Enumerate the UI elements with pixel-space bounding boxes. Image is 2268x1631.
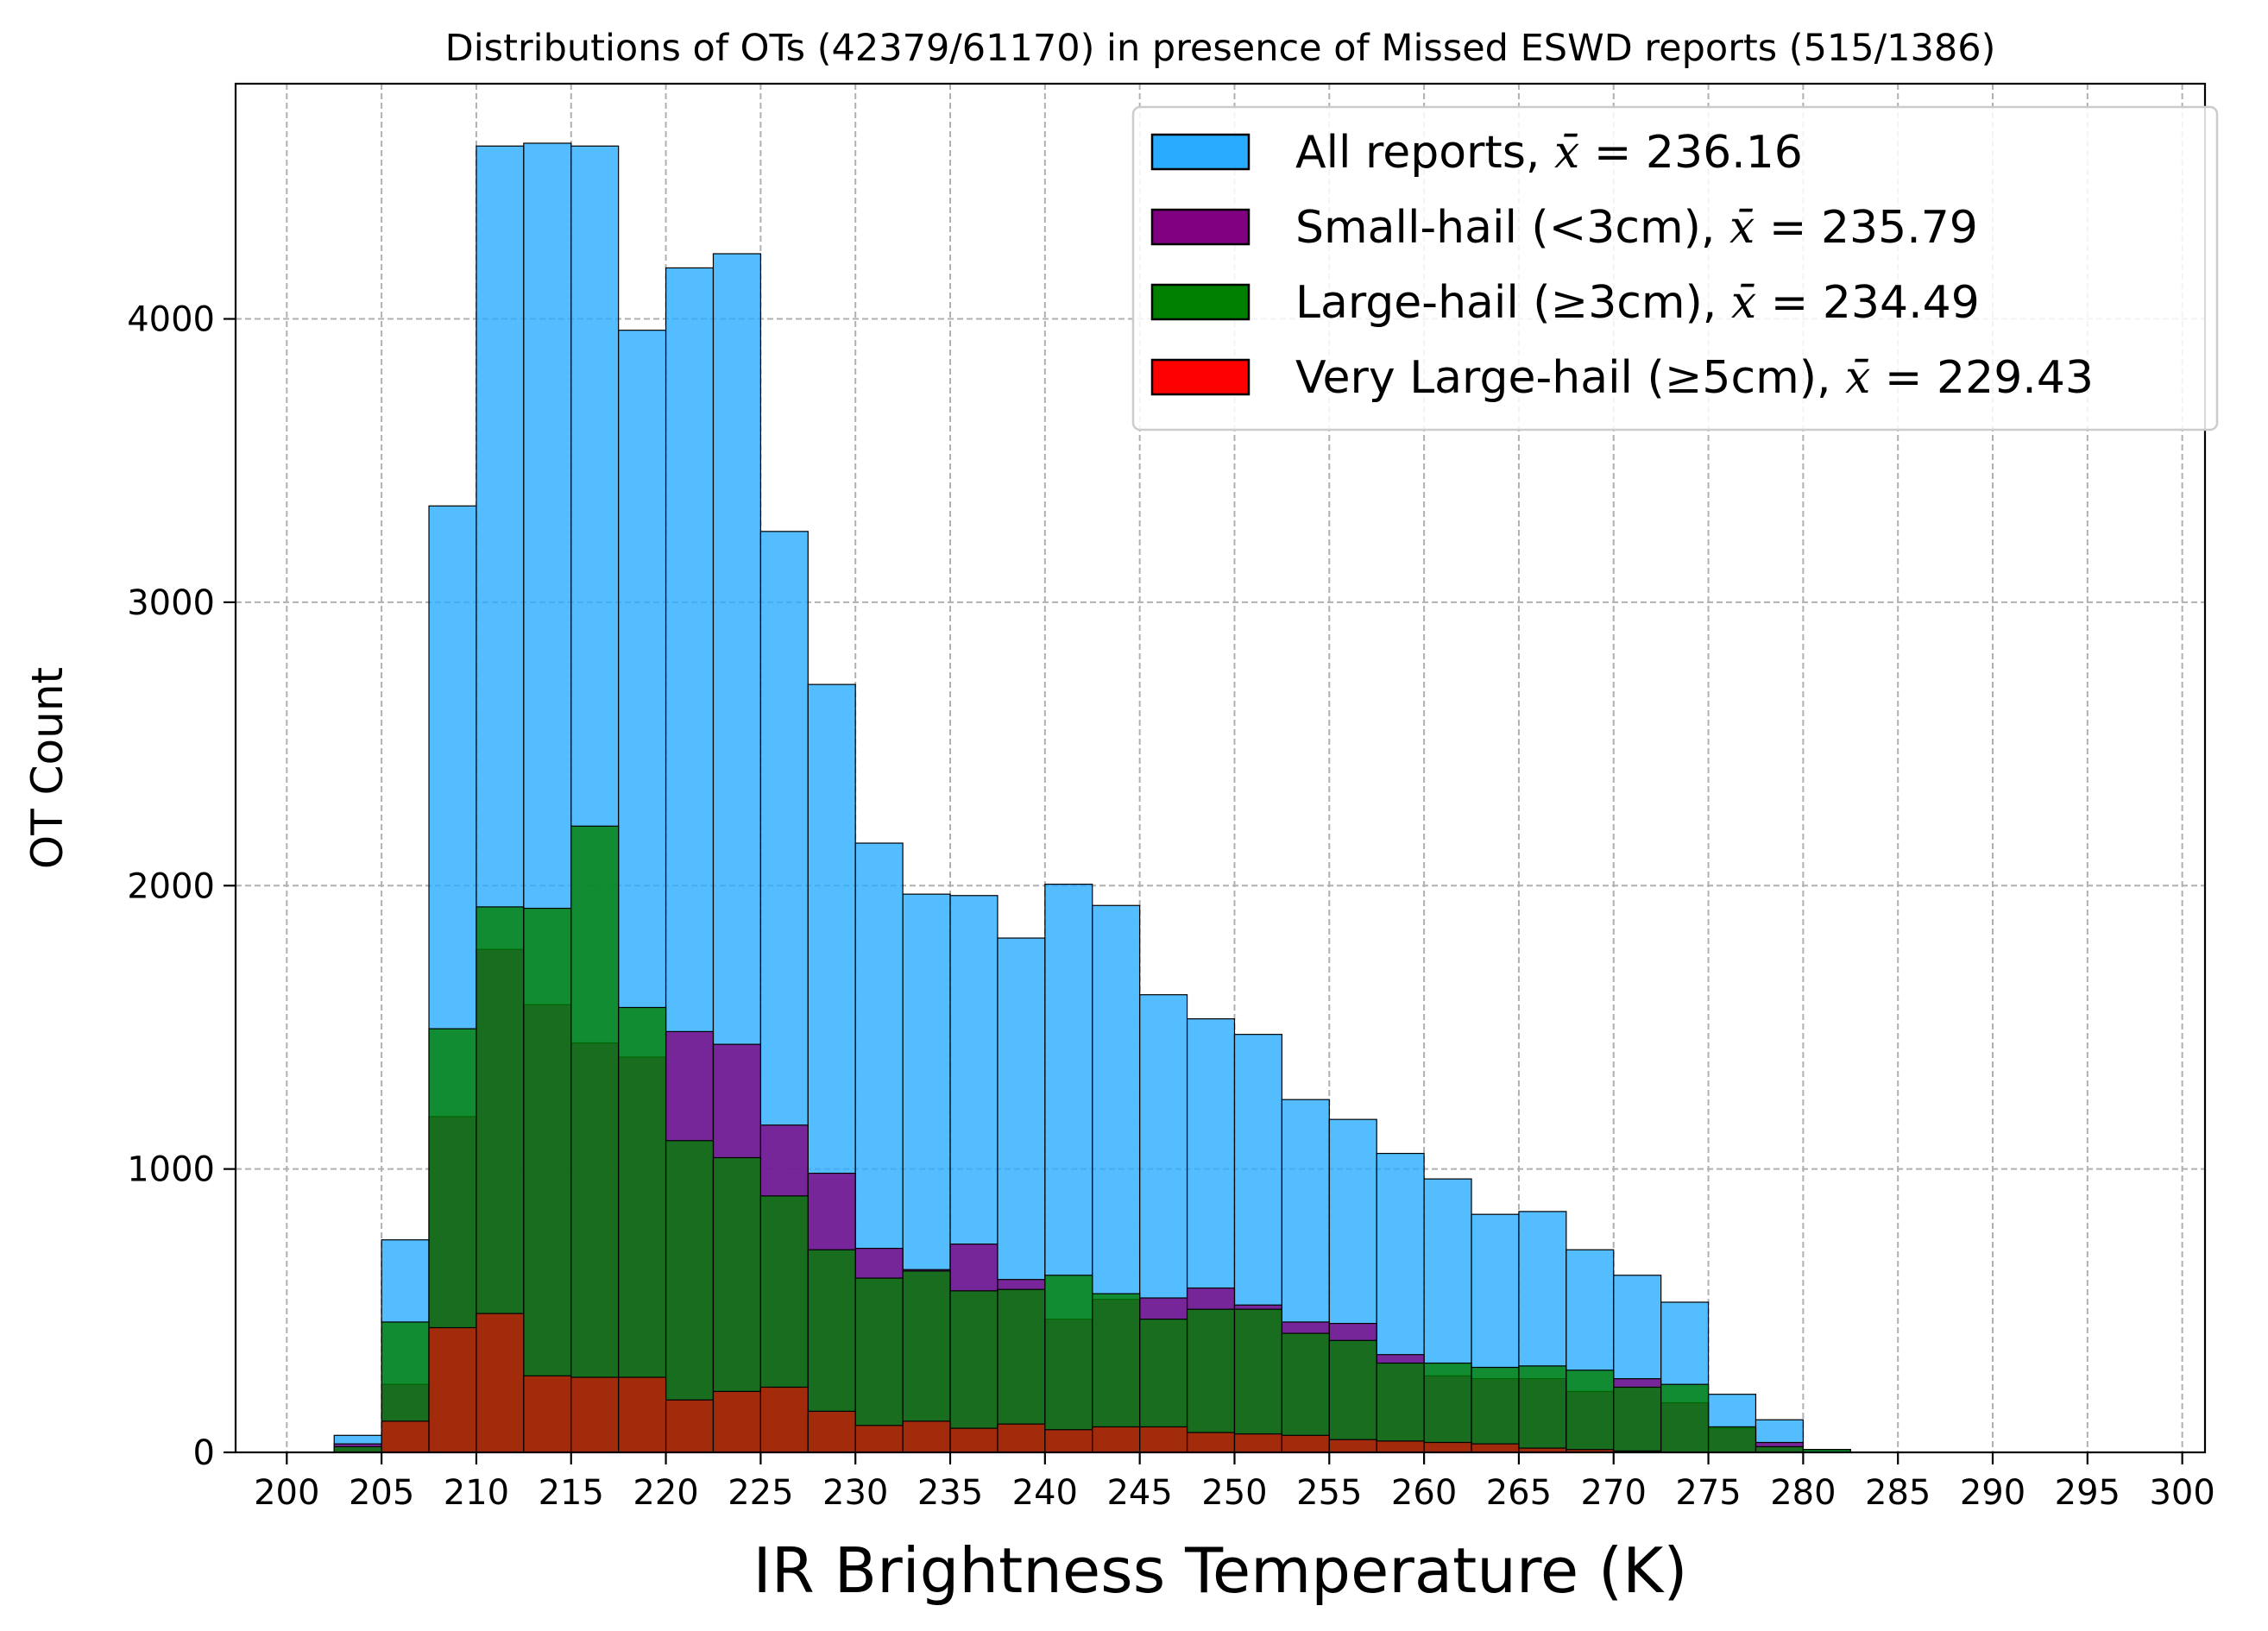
bar xyxy=(712,1390,761,1453)
bar xyxy=(570,1376,620,1453)
y-tick-label: 3000 xyxy=(127,583,215,623)
x-tick-label: 245 xyxy=(1106,1473,1172,1513)
x-tick-label: 225 xyxy=(728,1473,793,1513)
bars-layer xyxy=(333,142,1851,1453)
x-tick-label: 300 xyxy=(2149,1473,2214,1513)
x-tick-label: 200 xyxy=(254,1473,319,1513)
bar xyxy=(1186,1308,1236,1453)
bar xyxy=(807,1410,856,1453)
bar xyxy=(1376,1440,1425,1453)
legend-item: Large-hail (≥3cm), x̄ = 234.49 xyxy=(1150,277,1980,329)
bar xyxy=(949,1290,999,1453)
x-tick-label: 210 xyxy=(444,1473,509,1513)
x-tick-label: 265 xyxy=(1486,1473,1552,1513)
bar xyxy=(1281,1332,1330,1453)
legend-label: All reports, x̄ = 236.16 xyxy=(1295,127,1803,179)
legend-item: All reports, x̄ = 236.16 xyxy=(1150,127,1803,179)
bar xyxy=(1613,1386,1662,1453)
x-tick-label: 220 xyxy=(633,1473,698,1513)
bar xyxy=(1092,1293,1141,1453)
y-tick-label: 0 xyxy=(193,1433,215,1473)
x-tick-label: 270 xyxy=(1581,1473,1647,1513)
series-3 xyxy=(381,1313,1662,1453)
bar xyxy=(570,825,620,1453)
x-tick-label: 250 xyxy=(1201,1473,1267,1513)
bar xyxy=(1707,1426,1757,1453)
x-tick-label: 240 xyxy=(1012,1473,1078,1513)
bar xyxy=(759,1386,809,1453)
bar xyxy=(1139,1426,1188,1453)
legend-label: Very Large-hail (≥5cm), x̄ = 229.43 xyxy=(1295,352,2094,404)
bar xyxy=(1518,1365,1567,1453)
bar xyxy=(902,1420,951,1453)
bar xyxy=(854,1425,904,1453)
bar xyxy=(476,1313,525,1453)
x-tick-label: 285 xyxy=(1865,1473,1931,1513)
bar xyxy=(1423,1441,1472,1453)
legend-item: Small-hail (<3cm), x̄ = 235.79 xyxy=(1150,202,1978,254)
bar xyxy=(618,1376,667,1453)
legend-swatch xyxy=(1150,133,1251,171)
bar xyxy=(1044,1429,1093,1453)
bar xyxy=(1328,1439,1377,1453)
bar xyxy=(1660,1383,1710,1453)
bar xyxy=(523,1375,572,1453)
plot-frame xyxy=(234,82,2207,1454)
x-tick-label: 290 xyxy=(1960,1473,2025,1513)
y-tick-label: 1000 xyxy=(127,1150,215,1190)
x-tick-label: 235 xyxy=(917,1473,983,1513)
y-tick-label: 4000 xyxy=(127,300,215,340)
x-tick-label: 255 xyxy=(1296,1473,1362,1513)
x-axis-label: IR Brightness Temperature (K) xyxy=(753,1534,1688,1607)
chart-title: Distributions of OTs (42379/61170) in pr… xyxy=(445,27,1996,70)
x-tick-label: 205 xyxy=(349,1473,414,1513)
bar xyxy=(1376,1362,1425,1453)
bar xyxy=(381,1420,430,1453)
legend-swatch xyxy=(1150,358,1251,396)
bar xyxy=(1186,1432,1236,1453)
bar xyxy=(1471,1366,1520,1453)
legend: All reports, x̄ = 236.16 Small-hail (<3cm… xyxy=(1131,105,2219,431)
x-tick-label: 275 xyxy=(1675,1473,1741,1513)
bar xyxy=(1233,1433,1282,1453)
bar xyxy=(997,1423,1046,1453)
x-tick-label: 295 xyxy=(2055,1473,2120,1513)
bar xyxy=(523,907,572,1453)
axis-ticks: 200 205 210 215 220 225 230 235 240 245 250 255 260 2… xyxy=(127,300,2215,1513)
x-tick-label: 280 xyxy=(1770,1473,1836,1513)
bar xyxy=(1328,1339,1377,1453)
legend-swatch xyxy=(1150,208,1251,246)
y-axis-label: OT Count xyxy=(22,667,72,869)
bar xyxy=(1044,1275,1093,1453)
legend-label: Large-hail (≥3cm), x̄ = 234.49 xyxy=(1295,277,1980,329)
bar xyxy=(1566,1370,1615,1453)
bar xyxy=(949,1427,999,1453)
legend-swatch xyxy=(1150,283,1251,321)
legend-label: Small-hail (<3cm), x̄ = 235.79 xyxy=(1295,202,1978,254)
bar xyxy=(1281,1434,1330,1453)
legend-item: Very Large-hail (≥5cm), x̄ = 229.43 xyxy=(1150,352,2094,404)
x-tick-label: 215 xyxy=(539,1473,604,1513)
x-tick-label: 230 xyxy=(822,1473,888,1513)
bar xyxy=(1092,1426,1141,1453)
bar xyxy=(1233,1308,1282,1453)
x-tick-label: 260 xyxy=(1391,1473,1457,1513)
bar xyxy=(665,1399,715,1453)
bar xyxy=(428,1326,477,1453)
bar xyxy=(1471,1443,1520,1453)
legend-frame xyxy=(1131,105,2219,431)
bar xyxy=(1423,1362,1472,1453)
y-tick-label: 2000 xyxy=(127,866,215,906)
